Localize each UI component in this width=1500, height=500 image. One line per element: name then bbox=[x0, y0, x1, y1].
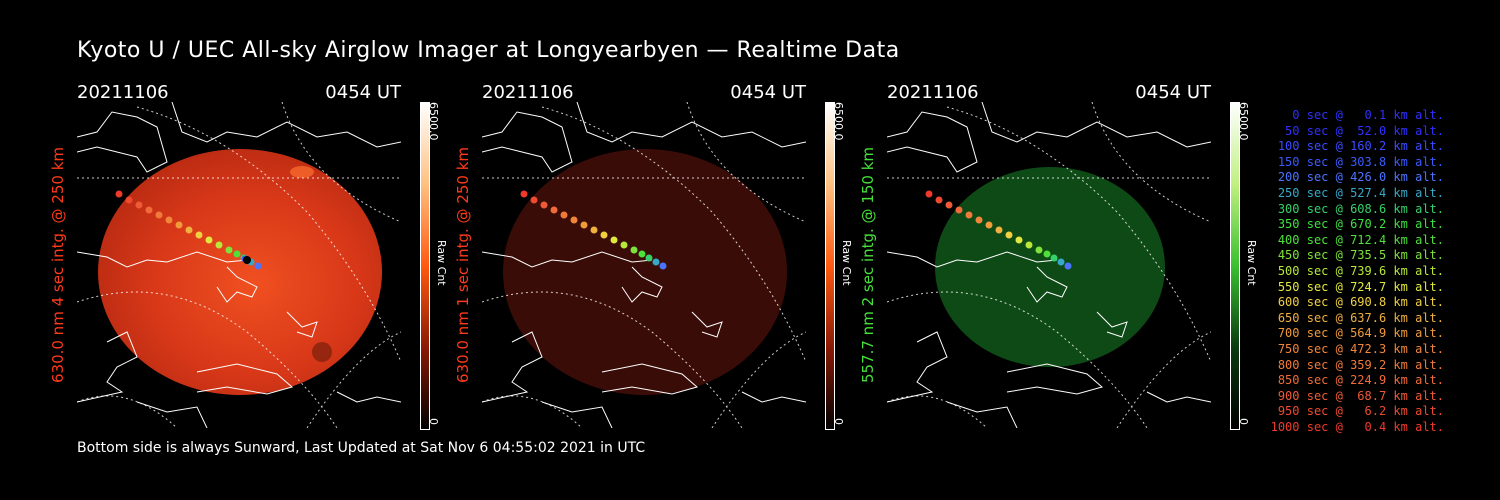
airglow-panel-630nm-1s: 20211106 0454 UT 630.0 nm 1 sec intg. @ … bbox=[454, 0, 882, 500]
colorbar-red bbox=[420, 102, 430, 430]
colorbar-unit: Raw Cnt bbox=[840, 240, 853, 286]
legend-row: 650 sec @ 637.6 km alt. bbox=[1277, 310, 1444, 325]
legend-row: 950 sec @ 6.2 km alt. bbox=[1277, 404, 1444, 419]
legend-row: 250 sec @ 527.4 km alt. bbox=[1277, 185, 1444, 200]
page-title: Kyoto U / UEC All-sky Airglow Imager at … bbox=[77, 38, 900, 63]
legend-row: 150 sec @ 303.8 km alt. bbox=[1277, 154, 1444, 169]
legend-row: 550 sec @ 724.7 km alt. bbox=[1277, 279, 1444, 294]
colorbar-unit: Raw Cnt bbox=[1245, 240, 1258, 286]
airglow-panel-630nm-4s: 20211106 0454 UT 630.0 nm 4 sec intg. @ … bbox=[49, 0, 477, 500]
panel-wavelength-label: 630.0 nm 1 sec intg. @ 250 km bbox=[454, 146, 472, 384]
allsky-image bbox=[887, 102, 1211, 428]
airglow-panel-557nm-2s: 20211106 0454 UT 557.7 nm 2 sec intg. @ … bbox=[859, 0, 1287, 500]
colorbar-min: 0 bbox=[1237, 418, 1250, 425]
panel-time: 0454 UT bbox=[730, 82, 806, 103]
panel-wavelength-label: 557.7 nm 2 sec intg. @ 150 km bbox=[859, 146, 877, 384]
allsky-image bbox=[482, 102, 806, 428]
legend-row: 200 sec @ 426.0 km alt. bbox=[1277, 170, 1444, 185]
legend-row: 800 sec @ 359.2 km alt. bbox=[1277, 357, 1444, 372]
legend-row: 50 sec @ 52.0 km alt. bbox=[1285, 123, 1444, 138]
satellite-track bbox=[925, 190, 1072, 270]
colorbar-red bbox=[825, 102, 835, 430]
panel-date: 20211106 bbox=[887, 82, 979, 103]
colorbar-min: 0 bbox=[427, 418, 440, 425]
legend-row: 600 sec @ 690.8 km alt. bbox=[1277, 295, 1444, 310]
legend-row: 0 sec @ 0.1 km alt. bbox=[1292, 108, 1444, 122]
colorbar-max: 6500.0 bbox=[832, 102, 845, 141]
legend-row: 300 sec @ 608.6 km alt. bbox=[1277, 201, 1444, 216]
legend-row: 450 sec @ 735.5 km alt. bbox=[1277, 248, 1444, 263]
legend-row: 850 sec @ 224.9 km alt. bbox=[1277, 373, 1444, 388]
colorbar-green bbox=[1230, 102, 1240, 430]
allsky-image bbox=[77, 102, 401, 428]
panel-date: 20211106 bbox=[77, 82, 169, 103]
satellite-track bbox=[115, 190, 262, 270]
panel-time: 0454 UT bbox=[1135, 82, 1211, 103]
satellite-track bbox=[520, 190, 667, 270]
footer-note: Bottom side is always Sunward, Last Upda… bbox=[77, 440, 646, 456]
panel-time: 0454 UT bbox=[325, 82, 401, 103]
legend-row: 500 sec @ 739.6 km alt. bbox=[1277, 263, 1444, 278]
legend-row: 900 sec @ 68.7 km alt. bbox=[1277, 388, 1444, 403]
legend-row: 100 sec @ 160.2 km alt. bbox=[1277, 139, 1444, 154]
colorbar-min: 0 bbox=[832, 418, 845, 425]
colorbar-unit: Raw Cnt bbox=[435, 240, 448, 286]
legend-row: 700 sec @ 564.9 km alt. bbox=[1277, 326, 1444, 341]
panel-date: 20211106 bbox=[482, 82, 574, 103]
legend-row: 750 sec @ 472.3 km alt. bbox=[1277, 341, 1444, 356]
legend-row: 1000 sec @ 0.4 km alt. bbox=[1270, 419, 1444, 434]
legend-row: 350 sec @ 670.2 km alt. bbox=[1277, 217, 1444, 232]
colorbar-max: 6500.0 bbox=[427, 102, 440, 141]
colorbar-max: 6500.0 bbox=[1237, 102, 1250, 141]
legend-row: 400 sec @ 712.4 km alt. bbox=[1277, 232, 1444, 247]
panel-wavelength-label: 630.0 nm 4 sec intg. @ 250 km bbox=[49, 146, 67, 384]
track-time-altitude-legend: 0 sec @ 0.1 km alt. 50 sec @ 52.0 km alt.… bbox=[1262, 108, 1444, 435]
